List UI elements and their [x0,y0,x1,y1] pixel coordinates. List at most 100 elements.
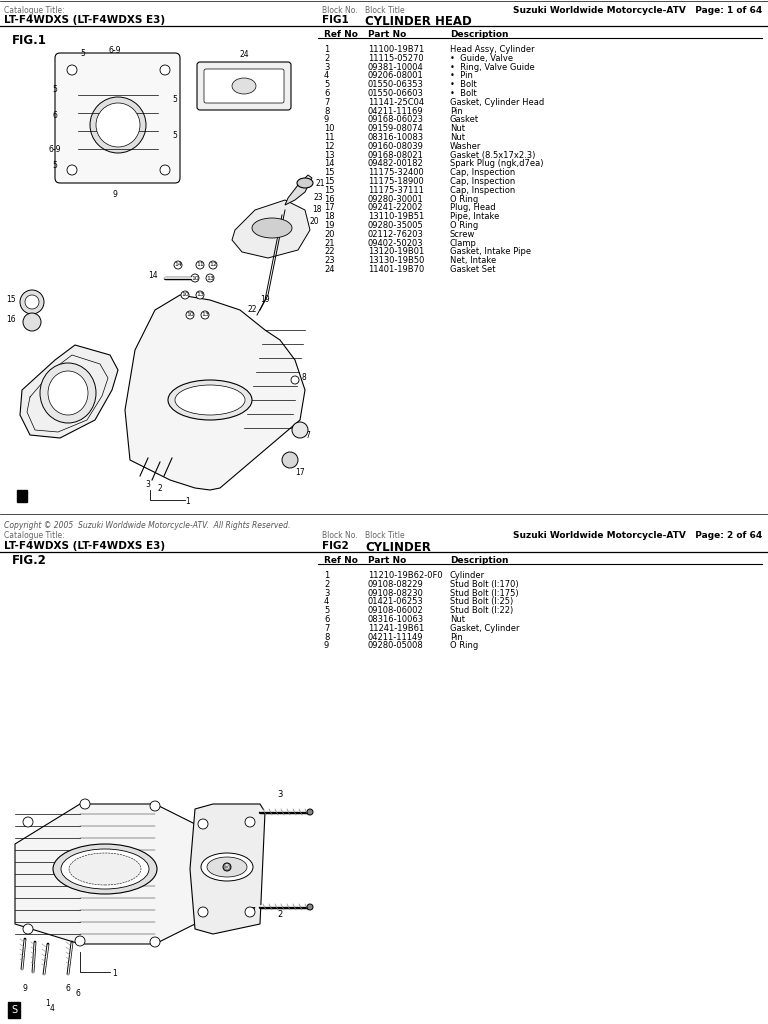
Text: 18: 18 [312,206,322,214]
Text: Spark Plug (ngk,d7ea): Spark Plug (ngk,d7ea) [450,160,544,168]
Text: 10: 10 [186,312,194,317]
Text: 4: 4 [50,1004,55,1013]
Text: 09280-05008: 09280-05008 [368,641,424,650]
Ellipse shape [69,853,141,885]
Polygon shape [190,804,265,934]
Text: Cylinder: Cylinder [450,571,485,580]
Ellipse shape [252,218,292,238]
Circle shape [196,261,204,269]
Text: 6: 6 [52,111,58,120]
Text: 1: 1 [324,571,329,580]
Polygon shape [15,804,200,944]
Text: 9: 9 [324,116,329,124]
Circle shape [307,904,313,910]
Text: Nut: Nut [450,133,465,142]
Text: 13120-19B01: 13120-19B01 [368,248,424,256]
Text: 5: 5 [81,49,85,58]
Text: 6-9: 6-9 [109,46,121,55]
Circle shape [174,261,182,269]
Text: 09241-22002: 09241-22002 [368,204,423,212]
Circle shape [245,907,255,918]
Text: 7: 7 [250,907,255,916]
Text: FIG1: FIG1 [322,15,349,25]
Text: 23: 23 [324,256,335,265]
Ellipse shape [201,853,253,881]
Text: 8: 8 [324,633,329,642]
Circle shape [198,907,208,918]
Text: Block Title: Block Title [365,6,405,15]
Circle shape [160,65,170,75]
Circle shape [23,924,33,934]
Text: 13: 13 [201,312,209,317]
Text: Copyright © 2005  Suzuki Worldwide Motorcycle-ATV.  All Rights Reserved.: Copyright © 2005 Suzuki Worldwide Motorc… [4,521,290,530]
Text: Block No.: Block No. [322,6,358,15]
Circle shape [80,799,90,809]
Text: 13110-19B51: 13110-19B51 [368,212,424,221]
Circle shape [245,817,255,827]
Text: FIG.2: FIG.2 [12,554,47,567]
Text: 09160-08039: 09160-08039 [368,141,424,151]
Circle shape [206,274,214,282]
Text: Block No.: Block No. [322,531,358,540]
Text: 7: 7 [305,430,310,439]
Text: 6-9: 6-9 [48,145,61,155]
Text: 09482-00182: 09482-00182 [368,160,424,168]
Text: 21: 21 [315,178,325,187]
Text: 13: 13 [206,275,214,281]
Text: 22: 22 [324,248,335,256]
Text: 11401-19B70: 11401-19B70 [368,265,424,274]
Circle shape [160,165,170,175]
Text: 2: 2 [324,54,329,62]
Text: 12: 12 [209,262,217,267]
Ellipse shape [175,385,245,415]
Text: 04211-11169: 04211-11169 [368,106,424,116]
Circle shape [20,290,44,314]
Text: Cap, Inspection: Cap, Inspection [450,177,515,186]
Text: Pin: Pin [450,633,463,642]
Text: 11: 11 [324,133,335,142]
Text: 01421-06253: 01421-06253 [368,597,424,606]
Circle shape [23,313,41,331]
Text: 24: 24 [324,265,335,274]
Circle shape [307,809,313,815]
Text: Catalogue Title:: Catalogue Title: [4,6,65,15]
Text: Suzuki Worldwide Motorcycle-ATV   Page: 1 of 64: Suzuki Worldwide Motorcycle-ATV Page: 1 … [513,6,762,15]
Text: Screw: Screw [450,229,475,239]
Text: 19: 19 [260,295,270,304]
Polygon shape [125,295,305,490]
Text: 5: 5 [225,864,229,870]
Text: 9: 9 [324,641,329,650]
Text: 09108-08230: 09108-08230 [368,589,424,598]
Text: 11175-37111: 11175-37111 [368,185,424,195]
Text: Clamp: Clamp [450,239,477,248]
Text: 14: 14 [324,160,335,168]
Text: 16: 16 [6,315,16,325]
Circle shape [23,817,33,827]
Text: Catalogue Title:: Catalogue Title: [4,531,65,540]
Circle shape [150,801,160,811]
Text: Ref No: Ref No [324,556,358,565]
Text: 20: 20 [324,229,335,239]
Circle shape [191,274,199,282]
Text: Gasket, Cylinder: Gasket, Cylinder [450,624,519,633]
Text: 11210-19B62-0F0: 11210-19B62-0F0 [368,571,442,580]
Circle shape [181,291,189,299]
Text: •  Bolt: • Bolt [450,80,477,89]
Text: 23: 23 [313,193,323,202]
Text: 11115-05270: 11115-05270 [368,54,424,62]
Text: Gasket, Cylinder Head: Gasket, Cylinder Head [450,98,545,106]
Text: 9: 9 [22,984,28,993]
Text: 3: 3 [146,480,151,489]
Ellipse shape [61,849,149,889]
FancyBboxPatch shape [55,53,180,183]
Text: Gasket (8.5x17x2.3): Gasket (8.5x17x2.3) [450,151,535,160]
Text: 13: 13 [196,293,204,298]
Text: Stud Bolt (l:175): Stud Bolt (l:175) [450,589,518,598]
Text: 01550-06603: 01550-06603 [368,89,424,98]
Text: CYLINDER HEAD: CYLINDER HEAD [365,15,472,28]
Circle shape [292,422,308,438]
Ellipse shape [232,78,256,94]
Text: Gasket: Gasket [450,116,479,124]
Text: 17: 17 [295,468,305,477]
Text: 6: 6 [75,989,81,998]
